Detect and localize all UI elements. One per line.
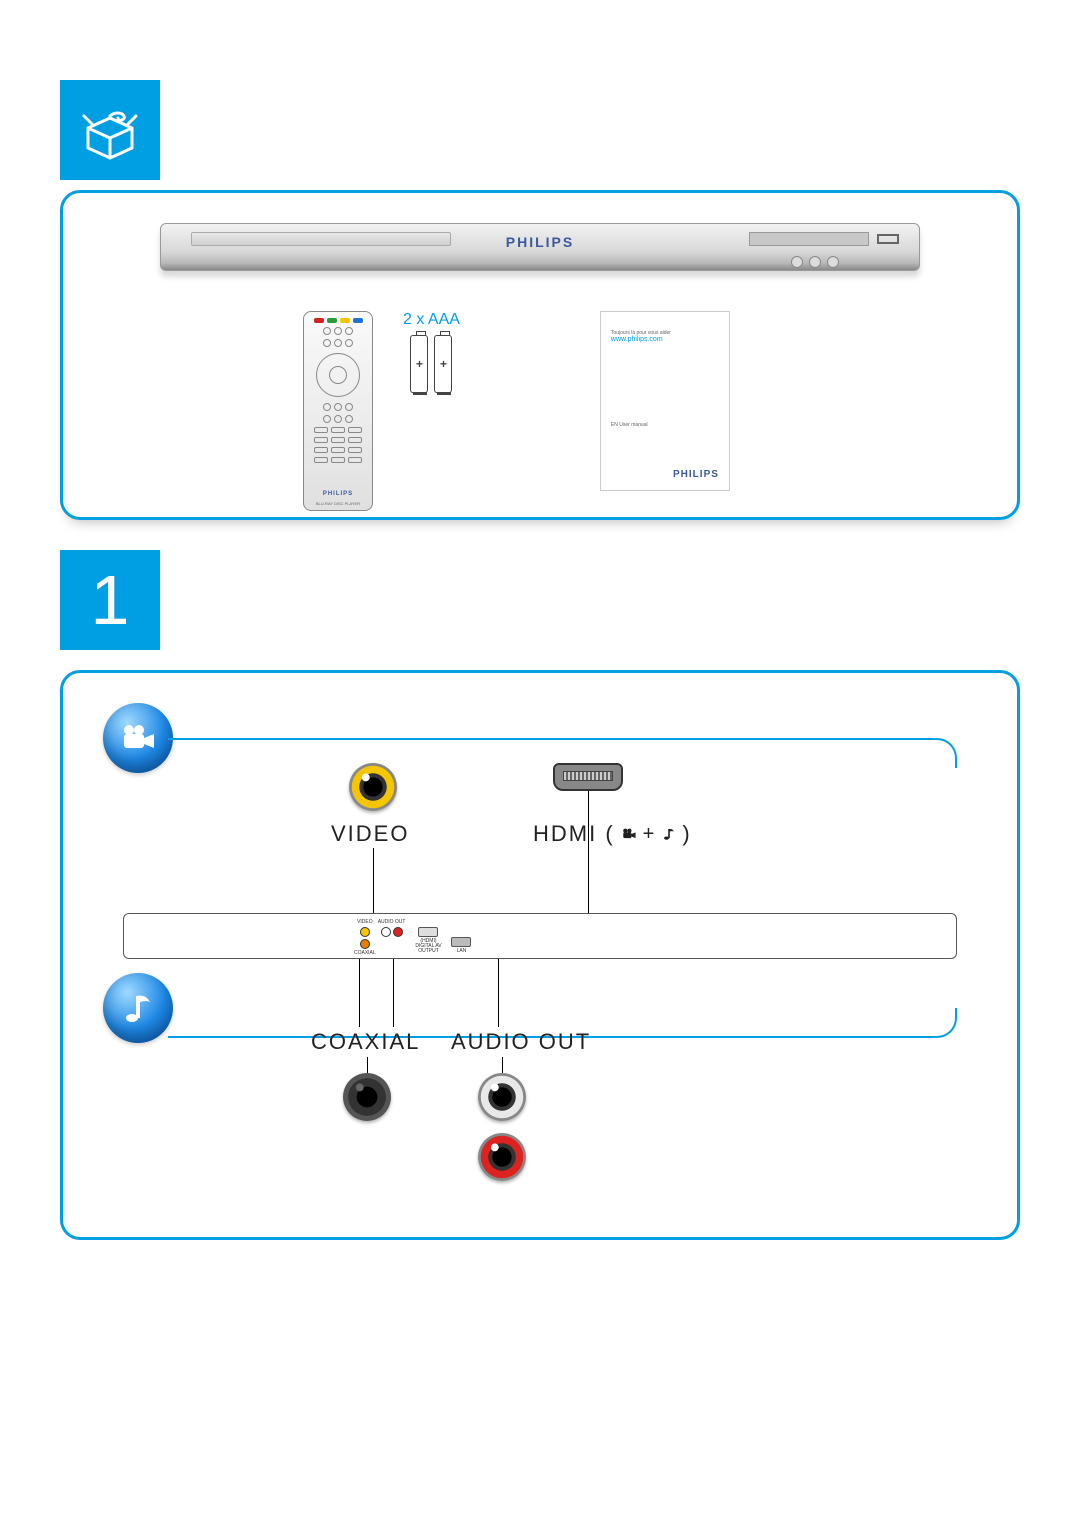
step-number: 1 — [60, 550, 160, 650]
hdmi-close-paren: ) — [682, 821, 691, 847]
music-note-icon — [660, 825, 678, 843]
manual-text: EN User manual — [611, 422, 648, 428]
rear-lan-port — [451, 937, 471, 947]
camera-icon — [619, 825, 639, 843]
camera-icon — [116, 716, 160, 760]
battery: + — [434, 335, 452, 393]
video-section-icon — [103, 703, 173, 773]
rear-audio-label: AUDIO OUT — [378, 920, 406, 925]
user-manual: Toujours là pour vous aider www.philips.… — [600, 311, 730, 491]
player-front-buttons — [791, 256, 839, 268]
player-front-view: PHILIPS — [160, 223, 920, 271]
disc-tray — [191, 232, 451, 246]
audio-out-label: AUDIO OUT — [451, 1029, 591, 1055]
remote-color-buttons — [314, 318, 363, 323]
audio-section-icon — [103, 973, 173, 1043]
coaxial-label: COAXIAL — [311, 1029, 420, 1055]
hdmi-port — [553, 763, 623, 791]
conn-line — [393, 959, 394, 1027]
rear-coaxial-label: COAXIAL — [354, 951, 376, 956]
conn-line — [367, 1057, 368, 1073]
remote-brand: PHILIPS — [323, 491, 353, 497]
rear-video-jack — [360, 927, 370, 937]
conn-line — [498, 959, 499, 1027]
music-note-icon — [116, 986, 160, 1030]
video-label: VIDEO — [331, 821, 409, 847]
manual-brand: PHILIPS — [673, 469, 719, 480]
conn-line — [359, 959, 360, 1027]
plus-sign: + — [643, 823, 657, 846]
conn-line — [373, 848, 374, 923]
conn-line — [588, 791, 589, 929]
hdmi-label: HDMI ( + ) — [533, 821, 692, 847]
box-contents-panel: PHILIPS PHILIPS BLU-RAY DISC PL — [60, 190, 1020, 520]
rear-video-label: VIDEO — [357, 920, 373, 925]
batteries: 2 x AAA + + — [403, 311, 460, 511]
video-jack — [349, 763, 397, 811]
player-usb-port — [877, 234, 899, 244]
rear-coaxial-jack — [360, 939, 370, 949]
remote-dpad — [316, 353, 360, 397]
audio-out-red-jack — [478, 1133, 526, 1181]
hdmi-text: HDMI ( — [533, 821, 615, 847]
remote-control: PHILIPS BLU-RAY DISC PLAYER — [303, 311, 373, 511]
rear-audio-white-jack — [381, 927, 391, 937]
box-open-icon — [78, 98, 142, 162]
player-brand-logo: PHILIPS — [506, 234, 574, 250]
conn-line — [502, 1057, 503, 1073]
rear-lan-label: LAN — [457, 949, 467, 954]
rear-hdmi-label: (HDMI) DIGITAL AV OUTPUT — [413, 939, 443, 954]
remote-subtitle: BLU-RAY DISC PLAYER — [316, 501, 360, 506]
player-display — [749, 232, 869, 246]
batteries-label: 2 x AAA — [403, 311, 460, 329]
manual-url: www.philips.com — [611, 336, 719, 343]
connections-panel: VIDEO HDMI ( + ) VIDEO COAXIAL AUDIO OUT — [60, 670, 1020, 1240]
battery: + — [410, 335, 428, 393]
rear-audio-red-jack — [393, 927, 403, 937]
unbox-icon — [60, 80, 160, 180]
audio-out-white-jack — [478, 1073, 526, 1121]
coaxial-jack — [343, 1073, 391, 1121]
player-rear-view: VIDEO COAXIAL AUDIO OUT (HDMI) DIGITAL A… — [123, 913, 957, 959]
rear-hdmi-port — [418, 927, 438, 937]
